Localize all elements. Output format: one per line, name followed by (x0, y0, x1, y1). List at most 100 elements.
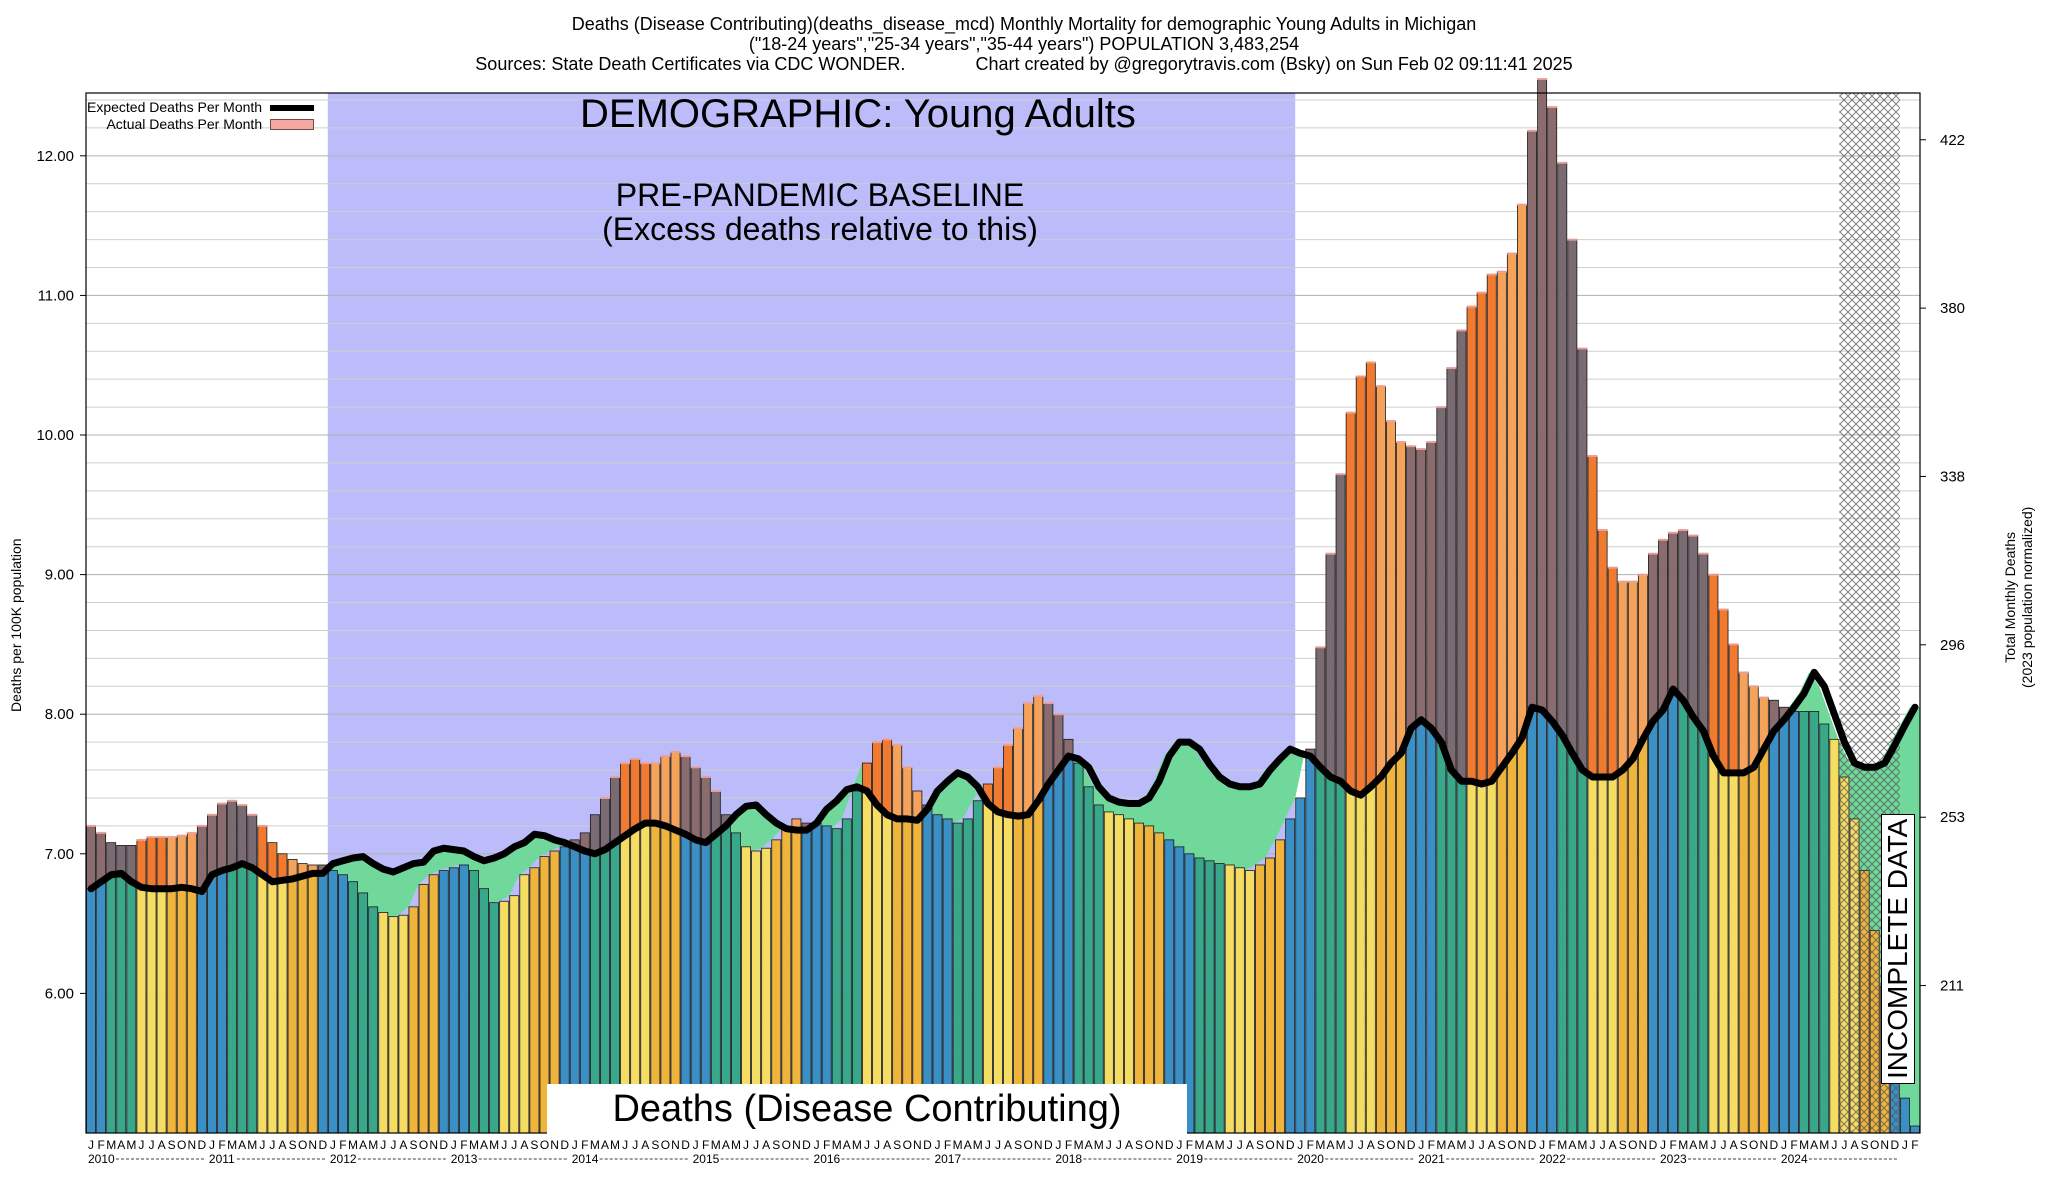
bar (1255, 864, 1265, 1134)
year-tick-label: 2022 (1539, 1152, 1566, 1166)
bar (428, 874, 439, 1134)
bar-excess (1335, 473, 1346, 782)
bar-excess (1496, 271, 1507, 768)
bar (1698, 730, 1709, 1134)
month-tick-label: O (177, 1138, 186, 1152)
bar (1496, 766, 1507, 1134)
month-tick-label: J (209, 1138, 215, 1152)
bar-excess (1315, 646, 1326, 768)
year-tick-label: 2016 (814, 1152, 841, 1166)
month-tick-label: O (419, 1138, 428, 1152)
bar (1365, 786, 1376, 1134)
bar (1436, 741, 1447, 1134)
bar-excess (1506, 253, 1517, 754)
bar (1799, 711, 1810, 1134)
baseline-band (327, 93, 1296, 1133)
month-tick-label: M (973, 1138, 983, 1152)
bar-excess (640, 762, 651, 824)
month-tick-label: A (399, 1138, 407, 1152)
month-tick-label: N (308, 1138, 317, 1152)
bar (1355, 794, 1366, 1134)
bar-excess (700, 776, 711, 844)
bar (378, 912, 389, 1134)
legend: Expected Deaths Per Month Actual Deaths … (87, 99, 315, 133)
bar (1547, 720, 1558, 1134)
month-tick-label: M (247, 1138, 257, 1152)
month-tick-label: N (1155, 1138, 1164, 1152)
bar-excess (1396, 441, 1406, 754)
bar (448, 867, 459, 1134)
month-tick-label: N (1276, 1138, 1285, 1152)
month-tick-label: O (1265, 1138, 1274, 1152)
month-tick-label: O (1507, 1138, 1516, 1152)
bar (1506, 752, 1517, 1134)
month-tick-label: A (1326, 1138, 1334, 1152)
bar (1063, 755, 1074, 1134)
bar (327, 870, 338, 1134)
bar (1244, 870, 1255, 1134)
bar-excess (257, 825, 268, 876)
left-tick-label: 7.00 (45, 846, 74, 863)
month-tick-label: M (711, 1138, 721, 1152)
bar (176, 886, 187, 1134)
year-tick-label: 2011 (209, 1152, 235, 1166)
month-tick-label: J (88, 1138, 94, 1152)
month-tick-label: J (138, 1138, 144, 1152)
left-axis-label: Deaths per 100K population (8, 538, 24, 712)
bar (1305, 755, 1316, 1134)
bar-excess (1345, 412, 1356, 792)
bar (1728, 772, 1739, 1134)
month-tick-label: J (1841, 1138, 1847, 1152)
month-tick-label: J (501, 1138, 507, 1152)
month-tick-label: M (1215, 1138, 1225, 1152)
bar (479, 888, 489, 1134)
month-tick-label: J (1418, 1138, 1424, 1152)
month-tick-label: J (269, 1138, 275, 1152)
baseline-annotation-line1: PRE-PANDEMIC BASELINE (615, 177, 1025, 213)
month-tick-label: S (651, 1138, 659, 1152)
month-tick-label: O (661, 1138, 670, 1152)
bar (862, 790, 872, 1134)
bar (1708, 755, 1719, 1134)
month-tick-label: M (1577, 1138, 1587, 1152)
month-tick-label: F (460, 1138, 467, 1152)
month-tick-label: J (1055, 1138, 1061, 1152)
incomplete-data-label: INCOMPLETE DATA (1881, 813, 1915, 1084)
bar-excess (1033, 695, 1044, 802)
bar-excess (1416, 448, 1427, 721)
legend-expected: Expected Deaths Per Month (87, 99, 315, 116)
month-tick-label: A (641, 1138, 649, 1152)
bar (1577, 769, 1588, 1134)
right-tick-label: 422 (1940, 132, 1965, 149)
month-tick-label: M (227, 1138, 237, 1152)
year-tick-label: 2020 (1297, 1152, 1324, 1166)
month-tick-label: N (429, 1138, 438, 1152)
bar-excess (690, 766, 701, 841)
month-tick-label: N (792, 1138, 801, 1152)
bar-excess (1466, 306, 1477, 782)
bar-excess (166, 836, 177, 890)
bar (1557, 734, 1568, 1134)
bar (1466, 780, 1477, 1134)
month-tick-label: J (330, 1138, 336, 1152)
month-tick-label: M (1094, 1138, 1104, 1152)
bar (257, 874, 268, 1134)
bar-excess (116, 845, 127, 874)
bar (1789, 711, 1799, 1134)
month-tick-label: F (702, 1138, 709, 1152)
bar-excess (1355, 375, 1366, 796)
month-tick-label: F (1186, 1138, 1193, 1152)
bar (297, 875, 308, 1134)
bar-excess (1678, 529, 1689, 701)
month-tick-label: J (1590, 1138, 1596, 1152)
month-tick-label: J (1348, 1138, 1354, 1152)
month-tick-label: J (622, 1138, 628, 1152)
month-tick-label: F (1428, 1138, 1435, 1152)
bar (1486, 780, 1497, 1134)
month-tick-label: J (1721, 1138, 1727, 1152)
month-tick-label: D (1890, 1138, 1899, 1152)
month-tick-label: N (1397, 1138, 1406, 1152)
month-tick-label: J (1469, 1138, 1475, 1152)
month-tick-label: M (953, 1138, 963, 1152)
